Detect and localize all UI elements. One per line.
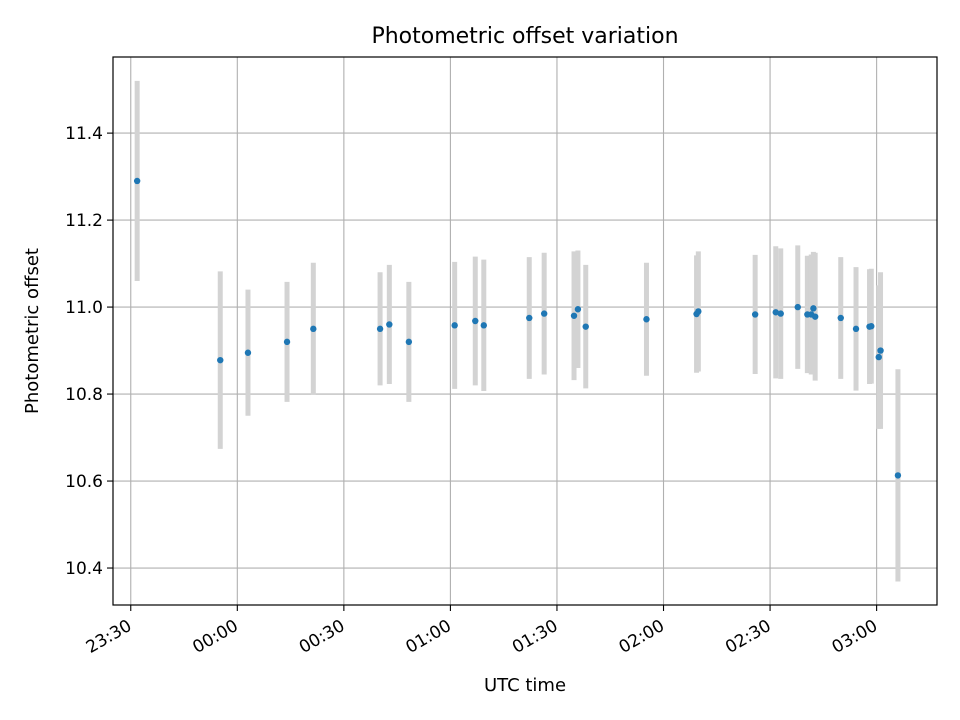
data-point: [837, 314, 844, 322]
y-tick-label: 10.8: [65, 385, 103, 405]
y-tick-label: 11.0: [65, 298, 103, 318]
grid-lines: [113, 57, 937, 605]
y-tick-label: 10.4: [65, 559, 103, 579]
data-point: [772, 309, 779, 316]
data-point: [472, 317, 479, 325]
data-points: [133, 177, 902, 479]
data-point: [894, 472, 902, 479]
data-point: [570, 312, 578, 319]
data-point: [875, 353, 882, 361]
data-point: [574, 306, 582, 313]
data-point: [868, 323, 875, 330]
data-point: [526, 314, 533, 322]
data-point: [877, 347, 884, 354]
data-point: [852, 325, 860, 333]
data-point: [777, 310, 784, 317]
data-point: [695, 308, 702, 315]
y-axis-ticks: 10.4 10.6 10.8 11.0 11.2 11.4: [65, 124, 113, 579]
data-point: [480, 322, 487, 329]
y-tick-label: 11.2: [65, 211, 103, 231]
data-point: [310, 325, 317, 333]
data-point: [386, 321, 393, 328]
data-point: [283, 338, 291, 346]
data-point: [794, 303, 801, 311]
x-axis-label: UTC time: [484, 675, 566, 696]
chart-title: Photometric offset variation: [371, 24, 678, 49]
data-point: [810, 305, 817, 312]
plot-frame: [112, 56, 938, 606]
data-point: [405, 338, 413, 346]
data-point: [643, 316, 650, 323]
y-tick-label: 10.6: [65, 472, 103, 492]
y-axis-label: Photometric offset: [22, 248, 43, 414]
data-point: [540, 310, 548, 317]
data-point: [582, 323, 589, 330]
data-point: [451, 322, 458, 329]
data-point: [244, 349, 252, 356]
data-point: [376, 325, 384, 333]
y-tick-label: 11.4: [65, 124, 103, 144]
data-point: [133, 177, 141, 185]
data-point: [751, 311, 759, 318]
data-point: [217, 356, 224, 364]
data-point: [811, 313, 819, 320]
